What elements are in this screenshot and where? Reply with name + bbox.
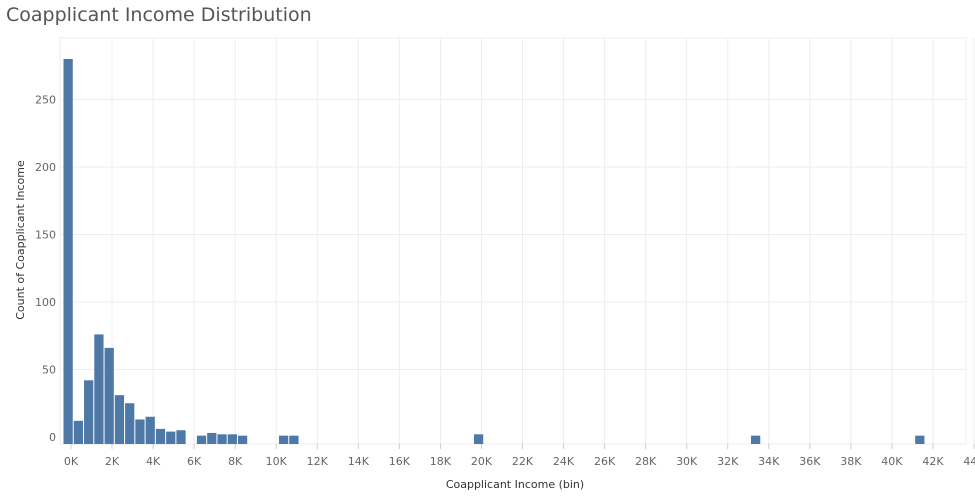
plot-frame bbox=[59, 37, 967, 445]
histogram-bar[interactable] bbox=[145, 416, 155, 444]
histogram-bar[interactable] bbox=[94, 334, 104, 444]
x-axis-label: Coapplicant Income (bin) bbox=[446, 478, 584, 491]
bars bbox=[63, 59, 925, 444]
histogram-bar[interactable] bbox=[207, 432, 217, 444]
y-tick-label: 250 bbox=[35, 94, 56, 107]
x-tick-label: 2K bbox=[105, 455, 120, 468]
chart-title: Coapplicant Income Distribution bbox=[6, 4, 312, 26]
histogram-bar[interactable] bbox=[289, 435, 299, 444]
gridlines bbox=[59, 37, 975, 445]
x-tick-label: 10K bbox=[266, 455, 288, 468]
histogram-bar[interactable] bbox=[473, 434, 484, 444]
x-tick-label: 8K bbox=[228, 455, 243, 468]
histogram-bar[interactable] bbox=[751, 435, 761, 444]
histogram-bar[interactable] bbox=[114, 395, 125, 444]
histogram-bar[interactable] bbox=[278, 435, 289, 444]
histogram-bar[interactable] bbox=[63, 59, 73, 444]
x-tick-label: 18K bbox=[430, 455, 452, 468]
histogram-bar[interactable] bbox=[217, 434, 227, 444]
histogram-bar[interactable] bbox=[196, 435, 207, 444]
y-axis-ticks: 0 50 100 150 200 250 bbox=[35, 94, 56, 445]
histogram-bar[interactable] bbox=[84, 380, 94, 444]
histogram-bar[interactable] bbox=[176, 430, 186, 444]
x-tick-label: 14K bbox=[348, 455, 370, 468]
histogram-bar[interactable] bbox=[135, 419, 145, 444]
x-tick-label: 16K bbox=[389, 455, 411, 468]
x-tick-label: 24K bbox=[553, 455, 575, 468]
y-tick-label: 200 bbox=[35, 161, 56, 174]
histogram-bar[interactable] bbox=[73, 420, 84, 444]
histogram-bar[interactable] bbox=[227, 434, 237, 444]
x-tick-label: 32K bbox=[717, 455, 739, 468]
x-tick-label: 28K bbox=[635, 455, 657, 468]
x-tick-label: 44K bbox=[963, 455, 975, 468]
histogram-bar[interactable] bbox=[125, 403, 135, 444]
x-tick-label: 40K bbox=[881, 455, 903, 468]
x-tick-label: 20K bbox=[471, 455, 493, 468]
x-tick-label: 0K bbox=[64, 455, 79, 468]
y-tick-label: 50 bbox=[42, 364, 56, 377]
histogram-bar[interactable] bbox=[166, 431, 176, 444]
histogram-bar[interactable] bbox=[915, 435, 925, 444]
x-tick-label: 34K bbox=[758, 455, 780, 468]
y-axis-label: Count of Coapplicant Income bbox=[14, 160, 27, 320]
x-tick-label: 26K bbox=[594, 455, 616, 468]
x-tick-label: 12K bbox=[307, 455, 329, 468]
x-tick-label: 36K bbox=[799, 455, 821, 468]
histogram-bar[interactable] bbox=[155, 428, 166, 444]
y-tick-label: 100 bbox=[35, 296, 56, 309]
y-tick-label: 150 bbox=[35, 229, 56, 242]
x-tick-label: 6K bbox=[187, 455, 202, 468]
x-tick-label: 38K bbox=[840, 455, 862, 468]
x-tick-label: 42K bbox=[922, 455, 944, 468]
x-tick-label: 4K bbox=[146, 455, 161, 468]
x-axis-ticks: 0K 2K 4K 6K 8K 10K 12K 14K 16K 18K 20K 22K 24K 26K 28K… bbox=[64, 444, 975, 468]
histogram-bar[interactable] bbox=[104, 347, 114, 444]
y-tick-label: 0 bbox=[49, 431, 56, 444]
x-tick-label: 22K bbox=[512, 455, 534, 468]
x-tick-label: 30K bbox=[676, 455, 698, 468]
histogram-bar[interactable] bbox=[237, 435, 248, 444]
